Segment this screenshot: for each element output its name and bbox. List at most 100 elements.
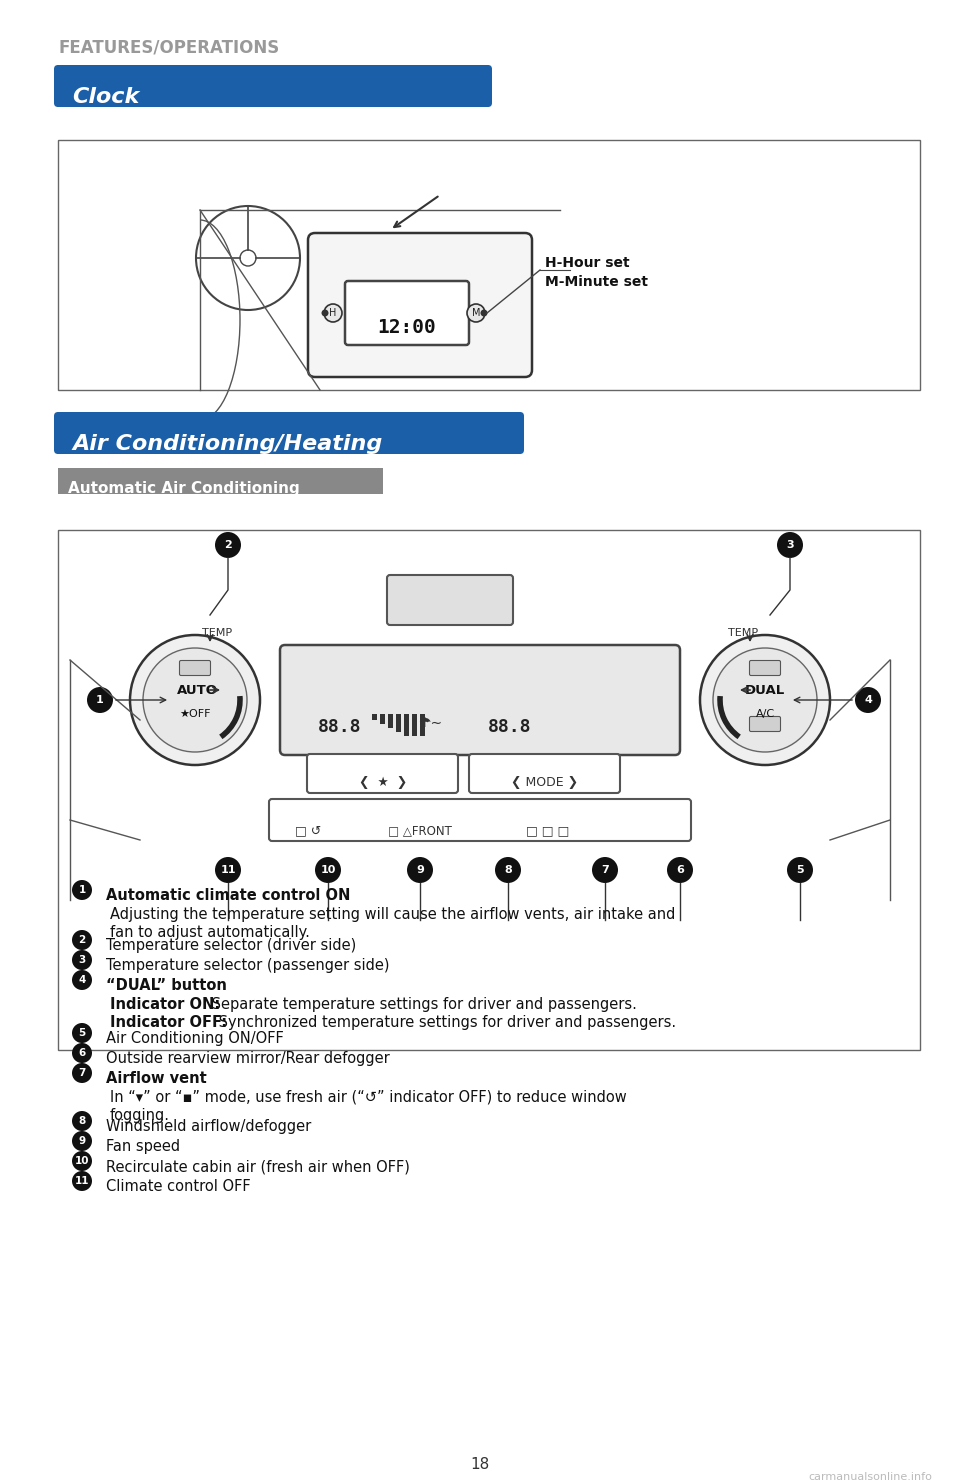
Circle shape [72,930,92,950]
FancyBboxPatch shape [750,660,780,675]
Text: 18: 18 [470,1457,490,1472]
Bar [412,714,417,736]
Bar [372,714,377,720]
Bar [58,530,920,1051]
Text: Air Conditioning/Heating: Air Conditioning/Heating [72,433,382,454]
Text: 12:00: 12:00 [377,318,437,337]
Circle shape [700,635,830,764]
Text: Synchronized temperature settings for driver and passengers.: Synchronized temperature settings for dr… [214,1015,676,1030]
FancyBboxPatch shape [387,574,513,625]
Bar [404,714,409,736]
Circle shape [592,856,618,883]
Text: 9: 9 [79,1135,85,1146]
Circle shape [72,1112,92,1131]
FancyBboxPatch shape [180,660,210,675]
Text: 4: 4 [79,975,85,985]
Text: Windshield airflow/defogger: Windshield airflow/defogger [106,1119,311,1134]
Circle shape [324,304,342,322]
Text: 11: 11 [75,1175,89,1186]
Text: In “▾” or “▪” mode, use fresh air (“↺” indicator OFF) to reduce window: In “▾” or “▪” mode, use fresh air (“↺” i… [110,1091,627,1106]
FancyBboxPatch shape [469,754,620,792]
Text: Fan speed: Fan speed [106,1140,180,1155]
Text: Automatic climate control ON: Automatic climate control ON [106,887,350,902]
Text: TEMP: TEMP [202,628,232,638]
Circle shape [143,649,247,752]
FancyBboxPatch shape [345,280,469,344]
Text: “DUAL” button: “DUAL” button [106,978,227,993]
Text: FEATURES/OPERATIONS: FEATURES/OPERATIONS [58,39,279,56]
Text: 2: 2 [79,935,85,945]
Text: Automatic Air Conditioning: Automatic Air Conditioning [68,481,300,496]
Text: 7: 7 [79,1068,85,1077]
Circle shape [72,880,92,899]
Bar [388,714,393,729]
Text: 10: 10 [75,1156,89,1166]
Text: Indicator OFF:: Indicator OFF: [110,1015,228,1030]
Text: Temperature selector (driver side): Temperature selector (driver side) [106,938,356,953]
Circle shape [322,310,328,316]
Text: Airflow vent: Airflow vent [106,1071,206,1086]
Circle shape [777,531,803,558]
Text: □ △FRONT: □ △FRONT [388,824,452,837]
Circle shape [315,856,341,883]
Text: Air Conditioning ON/OFF: Air Conditioning ON/OFF [106,1031,284,1046]
Text: Outside rearview mirror/Rear defogger: Outside rearview mirror/Rear defogger [106,1051,390,1066]
Text: Recirculate cabin air (fresh air when OFF): Recirculate cabin air (fresh air when OF… [106,1159,410,1174]
Text: 88.8: 88.8 [489,718,532,736]
Text: 8: 8 [504,865,512,876]
Text: Indicator ON:: Indicator ON: [110,997,220,1012]
FancyBboxPatch shape [307,754,458,792]
Circle shape [72,1043,92,1063]
Text: M: M [471,309,480,318]
Circle shape [72,1022,92,1043]
Text: □ ↺: □ ↺ [295,824,322,837]
Text: ❮  ★  ❯: ❮ ★ ❯ [359,776,407,789]
Circle shape [215,531,241,558]
Text: 11: 11 [220,865,236,876]
Bar [420,714,425,736]
Text: ★OFF: ★OFF [180,709,211,720]
Circle shape [787,856,813,883]
Circle shape [72,1152,92,1171]
FancyBboxPatch shape [54,413,524,454]
Circle shape [495,856,521,883]
FancyBboxPatch shape [750,717,780,732]
Circle shape [481,310,488,316]
Circle shape [855,687,881,712]
Circle shape [72,950,92,971]
Text: □ □ □: □ □ □ [526,824,569,837]
Circle shape [407,856,433,883]
Circle shape [72,971,92,990]
Text: DUAL: DUAL [745,684,785,696]
Bar [380,714,385,724]
Circle shape [467,304,485,322]
Text: carmanualsonline.info: carmanualsonline.info [808,1472,932,1483]
Bar [58,139,920,390]
FancyBboxPatch shape [308,233,532,377]
Circle shape [713,649,817,752]
Text: 1: 1 [96,695,104,705]
Bar [58,467,383,494]
Text: 1: 1 [79,884,85,895]
Circle shape [130,635,260,764]
Text: M-Minute set: M-Minute set [545,275,648,289]
Circle shape [72,1171,92,1192]
Text: 9: 9 [416,865,424,876]
Text: H: H [329,309,337,318]
Text: 6: 6 [79,1048,85,1058]
Text: H-Hour set: H-Hour set [545,257,630,270]
Text: 5: 5 [79,1028,85,1037]
FancyBboxPatch shape [54,65,492,107]
Text: 10: 10 [321,865,336,876]
Text: 3: 3 [79,956,85,965]
Text: Adjusting the temperature setting will cause the airflow vents, air intake and: Adjusting the temperature setting will c… [110,907,676,922]
Text: 2: 2 [224,540,232,551]
Text: fogging.: fogging. [110,1109,170,1123]
Text: 6: 6 [676,865,684,876]
Text: Separate temperature settings for driver and passengers.: Separate temperature settings for driver… [207,997,636,1012]
Text: ❮ MODE ❯: ❮ MODE ❯ [512,776,579,789]
Circle shape [87,687,113,712]
Text: 88.8: 88.8 [319,718,362,736]
Circle shape [215,856,241,883]
FancyBboxPatch shape [280,646,680,755]
